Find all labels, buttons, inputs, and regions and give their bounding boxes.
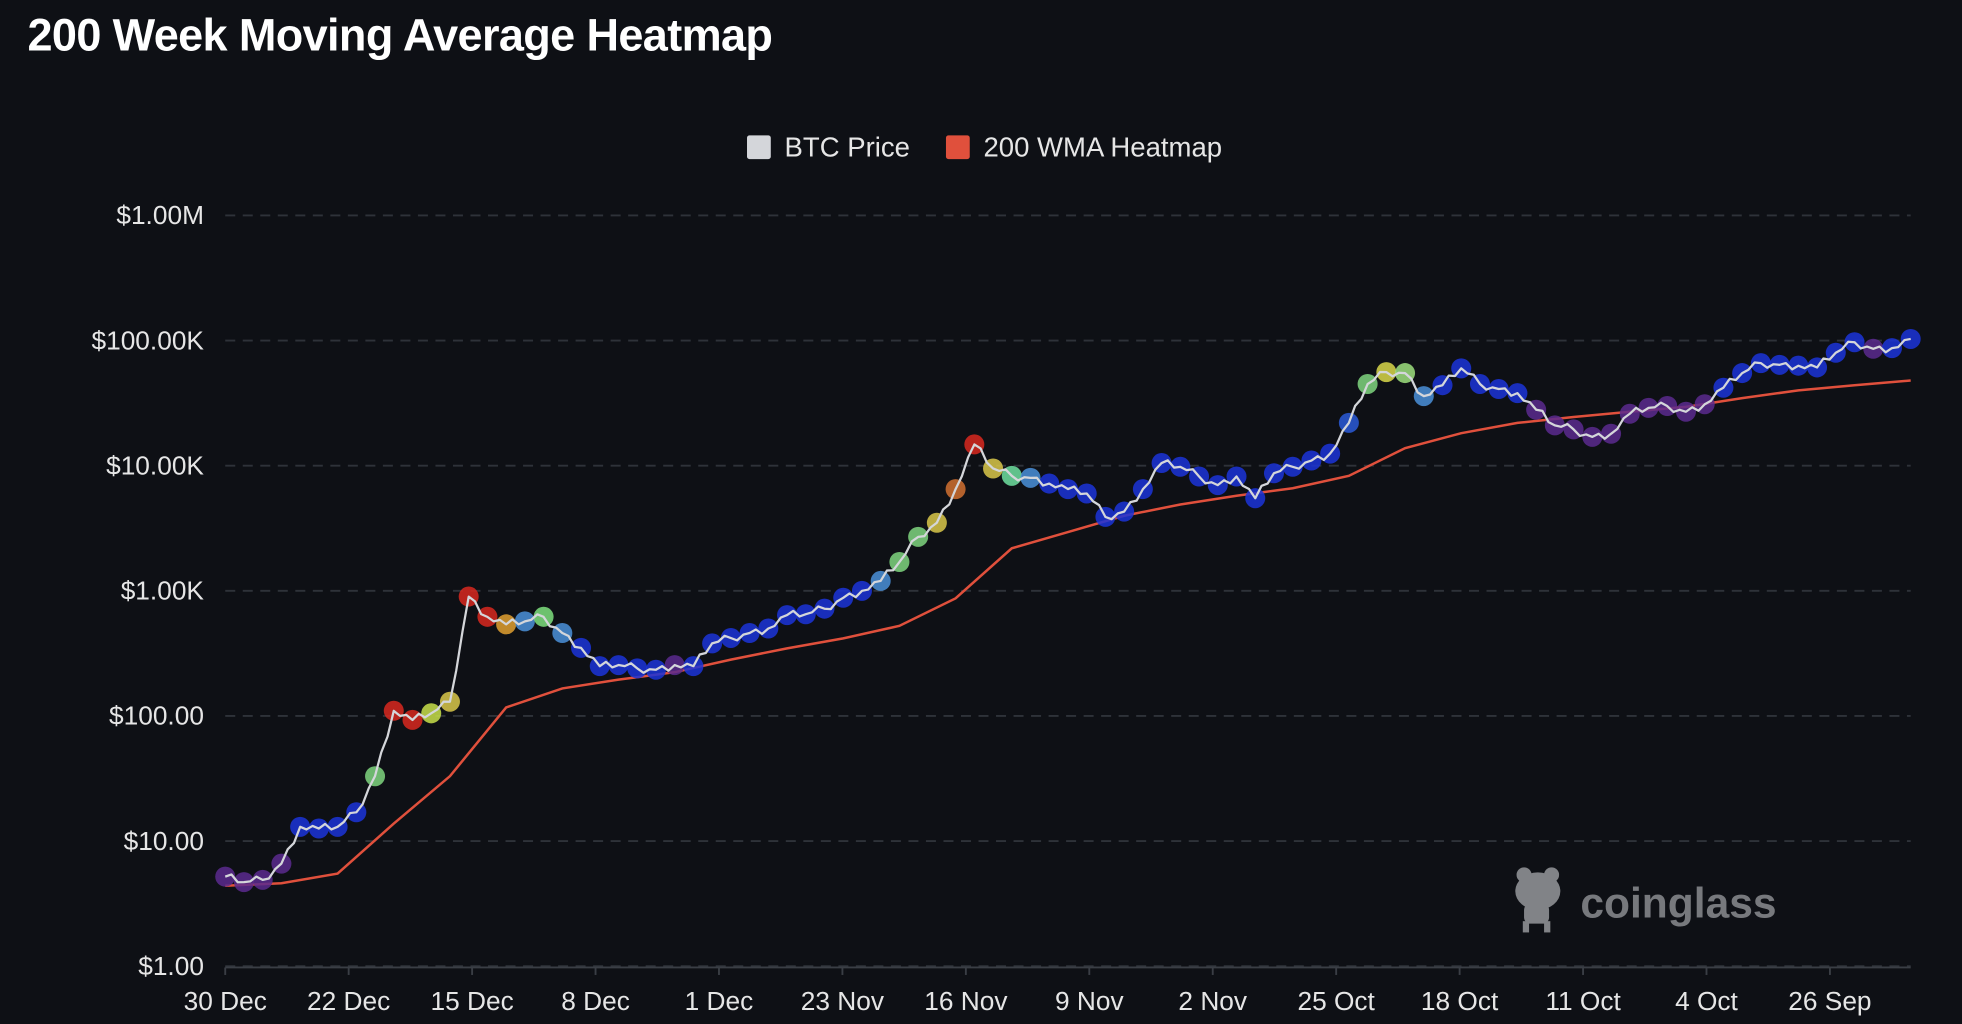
y-tick-label: $100.00: [109, 701, 204, 731]
btc-price-line: [224, 337, 1911, 884]
x-tick-label: 25 Oct: [1297, 986, 1375, 1016]
chart-title: 200 Week Moving Average Heatmap: [28, 9, 773, 60]
x-axis: 30 Dec 22 Dec 15 Dec 8 Dec 1 Dec 23 Nov 16 Nov…: [184, 966, 1911, 1016]
btc-price-series: [224, 337, 1911, 884]
y-tick-label: $100.00K: [91, 325, 204, 355]
x-tick-label: 30 Dec: [184, 986, 267, 1016]
x-tick-label: 9 Nov: [1055, 986, 1124, 1016]
legend-swatch-wma-heatmap: [945, 135, 970, 160]
watermark-text: coinglass: [1580, 879, 1776, 927]
x-tick-label: 26 Sep: [1788, 986, 1871, 1016]
y-axis: $1.00 $10.00 $100.00 $1.00K $10.00K $100.00K $…: [91, 200, 204, 981]
y-tick-label: $1.00K: [121, 576, 205, 606]
x-tick-label: 15 Dec: [430, 986, 513, 1016]
x-tick-label: 23 Nov: [801, 986, 885, 1016]
legend-item-btc-price[interactable]: BTC Price: [747, 132, 910, 163]
wma-series: [225, 379, 1911, 888]
x-tick-label: 4 Oct: [1675, 986, 1738, 1016]
x-tick-label: 8 Dec: [561, 986, 630, 1016]
y-tick-label: $10.00: [124, 826, 204, 856]
legend: BTC Price 200 WMA Heatmap: [747, 132, 1222, 163]
x-tick-label: 18 Oct: [1421, 986, 1499, 1016]
x-tick-label: 2 Nov: [1178, 986, 1247, 1016]
y-tick-label: $10.00K: [106, 450, 204, 480]
legend-label-wma-heatmap: 200 WMA Heatmap: [984, 132, 1223, 163]
x-tick-label: 22 Dec: [307, 986, 390, 1016]
legend-label-btc-price: BTC Price: [785, 132, 910, 163]
gridlines: [225, 214, 1911, 968]
heatmap-dots: [215, 328, 1921, 893]
legend-item-wma-heatmap[interactable]: 200 WMA Heatmap: [945, 132, 1223, 163]
x-tick-label: 11 Oct: [1545, 986, 1621, 1016]
y-tick-label: $1.00: [138, 951, 204, 981]
coinglass-mascot-icon: [1515, 867, 1561, 933]
watermark: coinglass: [1515, 867, 1777, 933]
x-tick-label: 1 Dec: [685, 986, 754, 1016]
legend-swatch-btc-price: [747, 135, 771, 160]
wma-line: [225, 379, 1911, 888]
y-tick-label: $1.00M: [116, 200, 204, 230]
x-tick-label: 16 Nov: [924, 986, 1008, 1016]
